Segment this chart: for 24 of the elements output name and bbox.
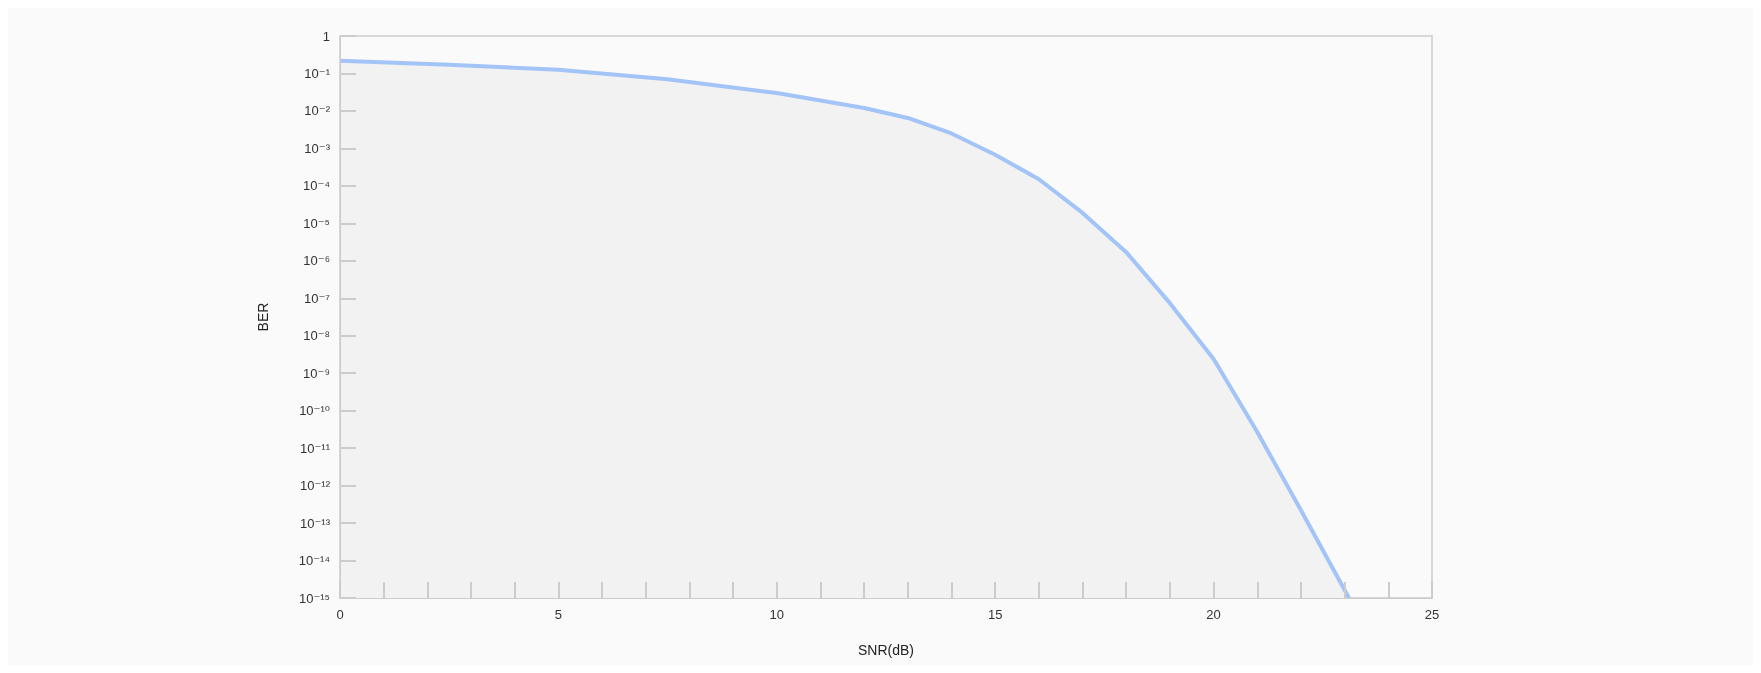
y-tick-label: 10⁻² — [304, 103, 331, 119]
y-tick-label: 1 — [322, 28, 330, 44]
y-tick-label: 10⁻⁸ — [303, 328, 330, 344]
y-tick-label: 10⁻⁶ — [303, 253, 330, 269]
y-tick-label: 10⁻⁷ — [303, 290, 331, 306]
y-tick-label: 10⁻¹ — [304, 65, 331, 81]
x-tick-label: 5 — [554, 607, 563, 622]
y-tick-label: 10⁻⁹ — [303, 365, 330, 381]
y-tick-label: 10⁻¹³ — [300, 515, 331, 531]
x-tick-label: 0 — [336, 607, 344, 622]
x-tick-label: 15 — [987, 607, 1003, 622]
y-tick-label: 10⁻¹² — [300, 478, 331, 494]
x-tick-label: 20 — [1206, 607, 1221, 622]
y-tick-label: 10⁻¹⁰ — [299, 403, 330, 419]
y-tick-label: 10⁻¹⁴ — [298, 553, 330, 569]
y-tick-label: 10⁻¹⁵ — [298, 590, 330, 606]
y-axis-title: BER — [255, 302, 271, 332]
y-tick-label: 10⁻⁵ — [303, 215, 330, 231]
x-tick-label: 25 — [1424, 607, 1440, 622]
y-tick-label: 10⁻³ — [304, 140, 331, 156]
x-tick-label: 10 — [769, 607, 785, 622]
y-tick-label: 10⁻⁴ — [303, 178, 330, 194]
x-axis-title: SNR(dB) — [857, 642, 915, 658]
y-tick-label: 10⁻¹¹ — [300, 440, 331, 456]
